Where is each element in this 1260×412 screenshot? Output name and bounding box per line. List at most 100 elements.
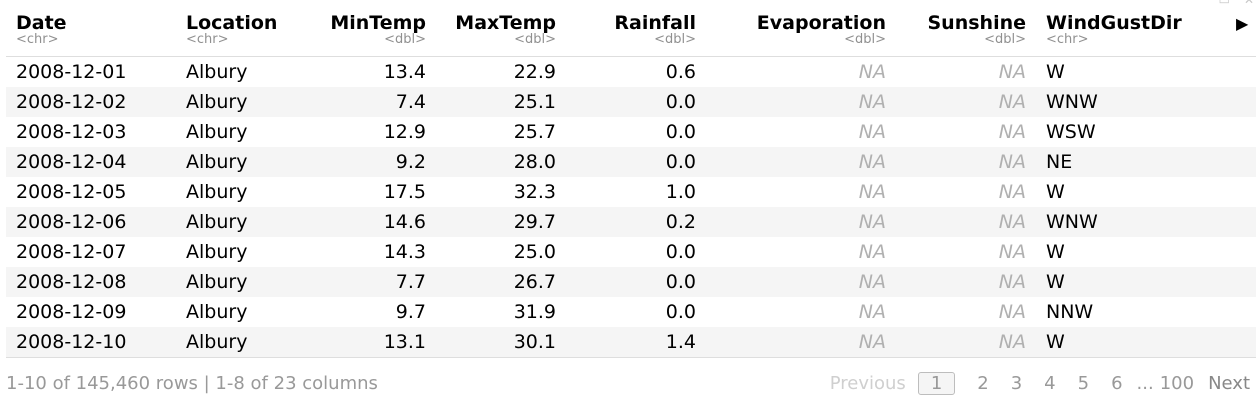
- cell-maxtemp: 25.0: [513, 240, 556, 263]
- cell-mintemp: 17.5: [383, 180, 426, 203]
- cell-spacer: [1226, 117, 1256, 147]
- cell-date: 2008-12-10: [6, 326, 176, 358]
- cell-location: Albury: [186, 240, 248, 263]
- cell-sunshine: NA: [998, 180, 1026, 203]
- cell-sunshine: NA: [896, 206, 1036, 237]
- table-row: 2008-12-04 Albury 9.2 28.0 0.0 NA NA NE: [6, 146, 1256, 177]
- page-button-last[interactable]: 100: [1159, 372, 1195, 394]
- cell-location: Albury: [176, 326, 316, 358]
- table-footer: 1-10 of 145,460 rows | 1-8 of 23 columns…: [6, 368, 1250, 398]
- table-row: 2008-12-08 Albury 7.7 26.7 0.0 NA NA W: [6, 266, 1256, 297]
- column-type: <dbl>: [514, 32, 556, 47]
- cell-spacer: [1226, 326, 1256, 358]
- page-button-current[interactable]: 1: [917, 371, 956, 395]
- page-button-5[interactable]: 5: [1077, 372, 1090, 394]
- cell-maxtemp: 25.7: [513, 120, 556, 143]
- column-name: Sunshine: [927, 12, 1027, 34]
- cell-maxtemp: 25.1: [436, 86, 566, 117]
- page-button-4[interactable]: 4: [1044, 372, 1056, 394]
- row-summary: 1-10 of 145,460 rows | 1-8 of 23 columns: [6, 372, 378, 394]
- column-type: <dbl>: [654, 32, 696, 47]
- column-header-windgustdir[interactable]: WindGustDir <chr>: [1036, 12, 1226, 57]
- cell-sunshine: NA: [998, 60, 1026, 83]
- cell-location: Albury: [176, 266, 316, 297]
- page-button-2[interactable]: 2: [977, 372, 989, 394]
- cell-windgustdir: WSW: [1046, 120, 1096, 143]
- cell-evaporation: NA: [706, 266, 896, 297]
- cell-sunshine: NA: [896, 86, 1036, 117]
- table-row: 2008-12-07 Albury 14.3 25.0 0.0 NA NA W: [6, 237, 1256, 267]
- column-type: <dbl>: [844, 32, 886, 47]
- cell-location: Albury: [186, 180, 248, 203]
- table-row: 2008-12-03 Albury 12.9 25.7 0.0 NA NA WSW: [6, 117, 1256, 147]
- cell-windgustdir: NE: [1036, 146, 1226, 177]
- cell-spacer: [1226, 146, 1256, 177]
- cell-date: 2008-12-05: [16, 180, 127, 203]
- cell-mintemp: 14.3: [383, 240, 426, 263]
- table-row: 2008-12-02 Albury 7.4 25.1 0.0 NA NA WNW: [6, 86, 1256, 117]
- triangle-right-icon: ▶: [1236, 14, 1249, 33]
- cell-rainfall: 1.4: [566, 326, 706, 358]
- cell-date: 2008-12-07: [16, 240, 127, 263]
- cell-location: Albury: [176, 146, 316, 177]
- table-row: 2008-12-10 Albury 13.1 30.1 1.4 NA NA W: [6, 326, 1256, 358]
- cell-spacer: [1226, 177, 1256, 207]
- column-header-rainfall[interactable]: Rainfall <dbl>: [566, 12, 706, 57]
- cell-evaporation: NA: [858, 300, 886, 323]
- column-name: WindGustDir: [1046, 12, 1182, 34]
- cell-evaporation: NA: [706, 86, 896, 117]
- table-row: 2008-12-09 Albury 9.7 31.9 0.0 NA NA NNW: [6, 297, 1256, 327]
- cell-spacer: [1226, 56, 1256, 87]
- column-type: <chr>: [1046, 32, 1089, 47]
- column-header-sunshine[interactable]: Sunshine <dbl>: [896, 12, 1036, 57]
- cell-maxtemp: 26.7: [436, 266, 566, 297]
- cell-rainfall: 0.0: [665, 300, 696, 323]
- cell-sunshine: NA: [896, 266, 1036, 297]
- cell-location: Albury: [176, 206, 316, 237]
- window-controls: ▭ ✕: [1219, 0, 1254, 6]
- cell-mintemp: 14.6: [316, 206, 436, 237]
- cell-maxtemp: 30.1: [436, 326, 566, 358]
- column-name: Location: [186, 12, 278, 34]
- column-header-location[interactable]: Location <chr>: [176, 12, 316, 57]
- table-row: 2008-12-06 Albury 14.6 29.7 0.2 NA NA WNW: [6, 206, 1256, 237]
- table-body: 2008-12-01 Albury 13.4 22.9 0.6 NA NA W 2008-12-…: [6, 56, 1256, 358]
- page-button-3[interactable]: 3: [1010, 372, 1023, 394]
- column-header-maxtemp[interactable]: MaxTemp <dbl>: [436, 12, 566, 57]
- previous-page-button[interactable]: Previous: [829, 372, 906, 394]
- cell-spacer: [1226, 237, 1256, 267]
- cell-spacer: [1226, 266, 1256, 297]
- cell-rainfall: 0.0: [566, 266, 706, 297]
- table-row: 2008-12-05 Albury 17.5 32.3 1.0 NA NA W: [6, 177, 1256, 207]
- cell-windgustdir: WNW: [1036, 206, 1226, 237]
- cell-rainfall: 0.0: [566, 86, 706, 117]
- cell-maxtemp: 31.9: [513, 300, 556, 323]
- next-columns-button[interactable]: ▶: [1226, 12, 1256, 57]
- cell-windgustdir: NNW: [1046, 300, 1094, 323]
- header-row: Date <chr> Location <chr> MinTemp <dbl> MaxTem…: [6, 12, 1256, 57]
- cell-mintemp: 13.4: [383, 60, 426, 83]
- cell-evaporation: NA: [706, 146, 896, 177]
- next-page-button[interactable]: Next: [1208, 372, 1250, 394]
- cell-maxtemp: 28.0: [436, 146, 566, 177]
- column-header-evaporation[interactable]: Evaporation <dbl>: [706, 12, 896, 57]
- column-header-date[interactable]: Date <chr>: [6, 12, 176, 57]
- cell-evaporation: NA: [858, 240, 886, 263]
- cell-mintemp: 12.9: [383, 120, 426, 143]
- cell-spacer: [1226, 86, 1256, 117]
- cell-location: Albury: [186, 60, 248, 83]
- page-ellipsis: ...: [1136, 372, 1154, 394]
- page-button-6[interactable]: 6: [1111, 372, 1123, 394]
- cell-rainfall: 0.0: [566, 146, 706, 177]
- close-icon[interactable]: ✕: [1243, 0, 1254, 7]
- cell-date: 2008-12-01: [16, 60, 127, 83]
- pagination: Previous 1 2 3 4 5 6 ... 100 Next: [808, 371, 1250, 395]
- cell-rainfall: 0.0: [665, 240, 696, 263]
- cell-location: Albury: [186, 300, 248, 323]
- cell-mintemp: 13.1: [316, 326, 436, 358]
- table-row: 2008-12-01 Albury 13.4 22.9 0.6 NA NA W: [6, 56, 1256, 87]
- column-header-mintemp[interactable]: MinTemp <dbl>: [316, 12, 436, 57]
- cell-sunshine: NA: [998, 120, 1026, 143]
- expand-icon[interactable]: ▭: [1218, 0, 1230, 7]
- cell-date: 2008-12-02: [6, 86, 176, 117]
